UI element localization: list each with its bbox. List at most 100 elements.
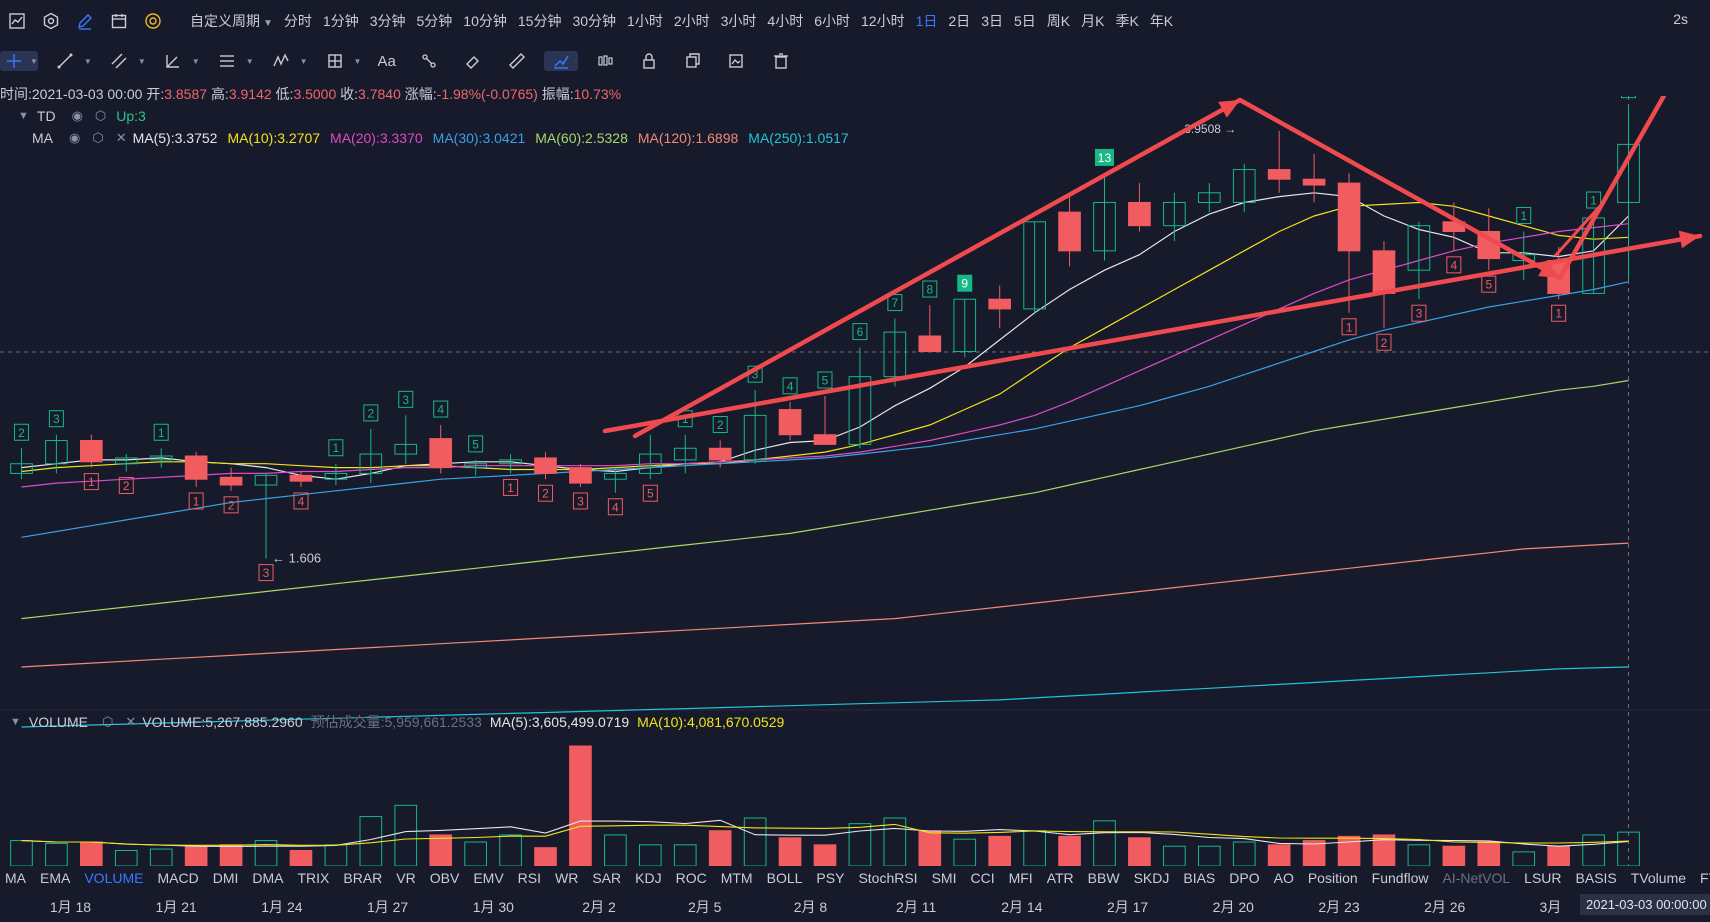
collapse-icon[interactable]: ▼ — [10, 716, 21, 728]
measure-tool[interactable]: ▼ — [318, 51, 361, 71]
period-10[interactable]: 4小时 — [767, 13, 804, 29]
volume-bar — [1163, 845, 1186, 866]
period-5[interactable]: 15分钟 — [517, 13, 562, 29]
indicator-tab-stochrsi[interactable]: StochRSI — [858, 870, 918, 886]
period-6[interactable]: 30分钟 — [572, 13, 617, 29]
period-20[interactable]: 年K — [1149, 13, 1174, 29]
change-value: -1.98%(-0.0765) — [436, 86, 538, 102]
fib-tool[interactable]: ▼ — [210, 51, 254, 71]
lock-tool[interactable] — [632, 51, 666, 71]
indicator-tab-dpo[interactable]: DPO — [1229, 870, 1260, 886]
indicator-tab-macd[interactable]: MACD — [157, 870, 199, 886]
indicator-tab-cci[interactable]: CCI — [970, 870, 995, 886]
settings-icon[interactable]: ⬡ — [94, 108, 107, 123]
indicator-tab-lsur[interactable]: LSUR — [1524, 870, 1562, 886]
settings-icon[interactable]: ⬡ — [92, 130, 104, 145]
indicator-tab-atr[interactable]: ATR — [1046, 870, 1074, 886]
eraser-tool[interactable] — [456, 51, 490, 71]
indicator-tab-position[interactable]: Position — [1307, 870, 1358, 886]
high-label: 高: — [210, 86, 229, 102]
channel-tool[interactable]: ▼ — [102, 51, 146, 71]
indicator-tab-emv[interactable]: EMV — [473, 870, 504, 886]
price-chart[interactable]: 2312112341234512345123456789131234511123… — [0, 96, 1710, 866]
trend-line-tool[interactable]: ▼ — [48, 51, 92, 71]
indicator-tab-ai-netvol[interactable]: AI-NetVOL — [1442, 870, 1511, 886]
indicator-tab-bias[interactable]: BIAS — [1183, 870, 1216, 886]
indicator-tab-brar[interactable]: BRAR — [343, 870, 383, 886]
indicator-tab-kdj[interactable]: KDJ — [635, 870, 662, 886]
period-8[interactable]: 2小时 — [673, 13, 710, 29]
indicator-tab-smi[interactable]: SMI — [931, 870, 957, 886]
period-11[interactable]: 6小时 — [814, 13, 851, 29]
collapse-icon[interactable]: ▼ — [18, 110, 29, 122]
calendar-icon[interactable] — [109, 11, 129, 31]
indicator-tab-fundflow[interactable]: Fundflow — [1371, 870, 1429, 886]
period-12[interactable]: 12小时 — [861, 13, 905, 29]
period-15[interactable]: 3日 — [981, 13, 1003, 29]
indicator-tab-mtm[interactable]: MTM — [720, 870, 753, 886]
text-tool[interactable]: Aa — [371, 53, 401, 70]
indicator-tab-rsi[interactable]: RSI — [517, 870, 542, 886]
screenshot-tool[interactable] — [720, 51, 754, 71]
indicator-tab-wr[interactable]: WR — [555, 870, 579, 886]
eye-icon[interactable]: ◉ — [69, 130, 81, 145]
indicator-tab-volume[interactable]: VOLUME — [84, 870, 144, 886]
candle-compare-tool[interactable] — [588, 51, 622, 71]
settings-icon[interactable] — [41, 11, 61, 31]
indicator-tab-dma[interactable]: DMA — [252, 870, 284, 886]
custom-period-dropdown[interactable]: 自定义周期 ▼ — [190, 11, 273, 31]
candle-body — [743, 414, 767, 461]
period-2[interactable]: 3分钟 — [369, 13, 406, 29]
indicator-tab-obv[interactable]: OBV — [429, 870, 460, 886]
period-14[interactable]: 2日 — [948, 13, 971, 29]
period-13[interactable]: 1日 — [915, 13, 938, 29]
candle-body — [1302, 178, 1326, 186]
eye-icon[interactable]: ◉ — [71, 108, 83, 123]
chart-type-icon[interactable] — [7, 11, 27, 31]
period-7[interactable]: 1小时 — [627, 13, 663, 29]
wave-tool[interactable]: ▼ — [264, 51, 308, 71]
td-count-label: 4 — [298, 494, 305, 508]
period-4[interactable]: 10分钟 — [463, 13, 507, 29]
indicator-tab-tvolume[interactable]: TVolume — [1630, 870, 1687, 886]
close-icon[interactable]: ✕ — [115, 130, 127, 145]
gauge-icon[interactable] — [143, 11, 163, 31]
indicator-tab-ao[interactable]: AO — [1273, 870, 1294, 886]
period-9[interactable]: 3小时 — [720, 13, 757, 29]
period-0[interactable]: 分时 — [283, 13, 312, 29]
ruler-tool[interactable] — [500, 51, 534, 71]
period-3[interactable]: 5分钟 — [416, 13, 453, 29]
magnet-tool[interactable] — [543, 51, 578, 71]
refresh-interval[interactable]: 2s — [1673, 11, 1688, 27]
angle-tool[interactable]: ▼ — [156, 51, 200, 71]
delete-tool[interactable] — [764, 51, 798, 71]
td-count-box — [433, 400, 449, 418]
settings-icon[interactable]: ⬡ — [102, 714, 114, 729]
indicator-tab-bbw[interactable]: BBW — [1087, 870, 1120, 886]
draw-pen-icon[interactable] — [75, 11, 95, 31]
indicator-tab-dmi[interactable]: DMI — [212, 870, 239, 886]
period-1[interactable]: 1分钟 — [322, 13, 359, 29]
indicator-tab-ema[interactable]: EMA — [40, 870, 71, 886]
indicator-tab-mfi[interactable]: MFI — [1008, 870, 1033, 886]
pattern-tool[interactable] — [412, 51, 446, 71]
indicator-tab-skdj[interactable]: SKDJ — [1133, 870, 1170, 886]
indicator-tab-trix[interactable]: TRIX — [297, 870, 330, 886]
indicator-tab-roc[interactable]: ROC — [675, 870, 707, 886]
period-16[interactable]: 5日 — [1013, 13, 1036, 29]
indicator-tab-ma[interactable]: MA — [5, 870, 26, 886]
period-18[interactable]: 月K — [1081, 13, 1105, 29]
indicator-tab-basis[interactable]: BASIS — [1575, 870, 1617, 886]
period-19[interactable]: 季K — [1115, 13, 1139, 29]
indicator-tab-boll[interactable]: BOLL — [766, 870, 803, 886]
crosshair-tool[interactable]: ▼ — [0, 51, 38, 71]
indicator-tab-ftbs[interactable]: FTBS — [1700, 870, 1710, 886]
period-17[interactable]: 周K — [1046, 13, 1071, 29]
copy-tool[interactable] — [676, 51, 710, 71]
indicator-tab-psy[interactable]: PSY — [816, 870, 845, 886]
indicator-tab-sar[interactable]: SAR — [592, 870, 622, 886]
td-count-label: 1 — [1346, 320, 1353, 334]
indicator-tab-vr[interactable]: VR — [396, 870, 416, 886]
close-icon[interactable]: ✕ — [125, 714, 137, 729]
td-count-box — [922, 280, 938, 298]
